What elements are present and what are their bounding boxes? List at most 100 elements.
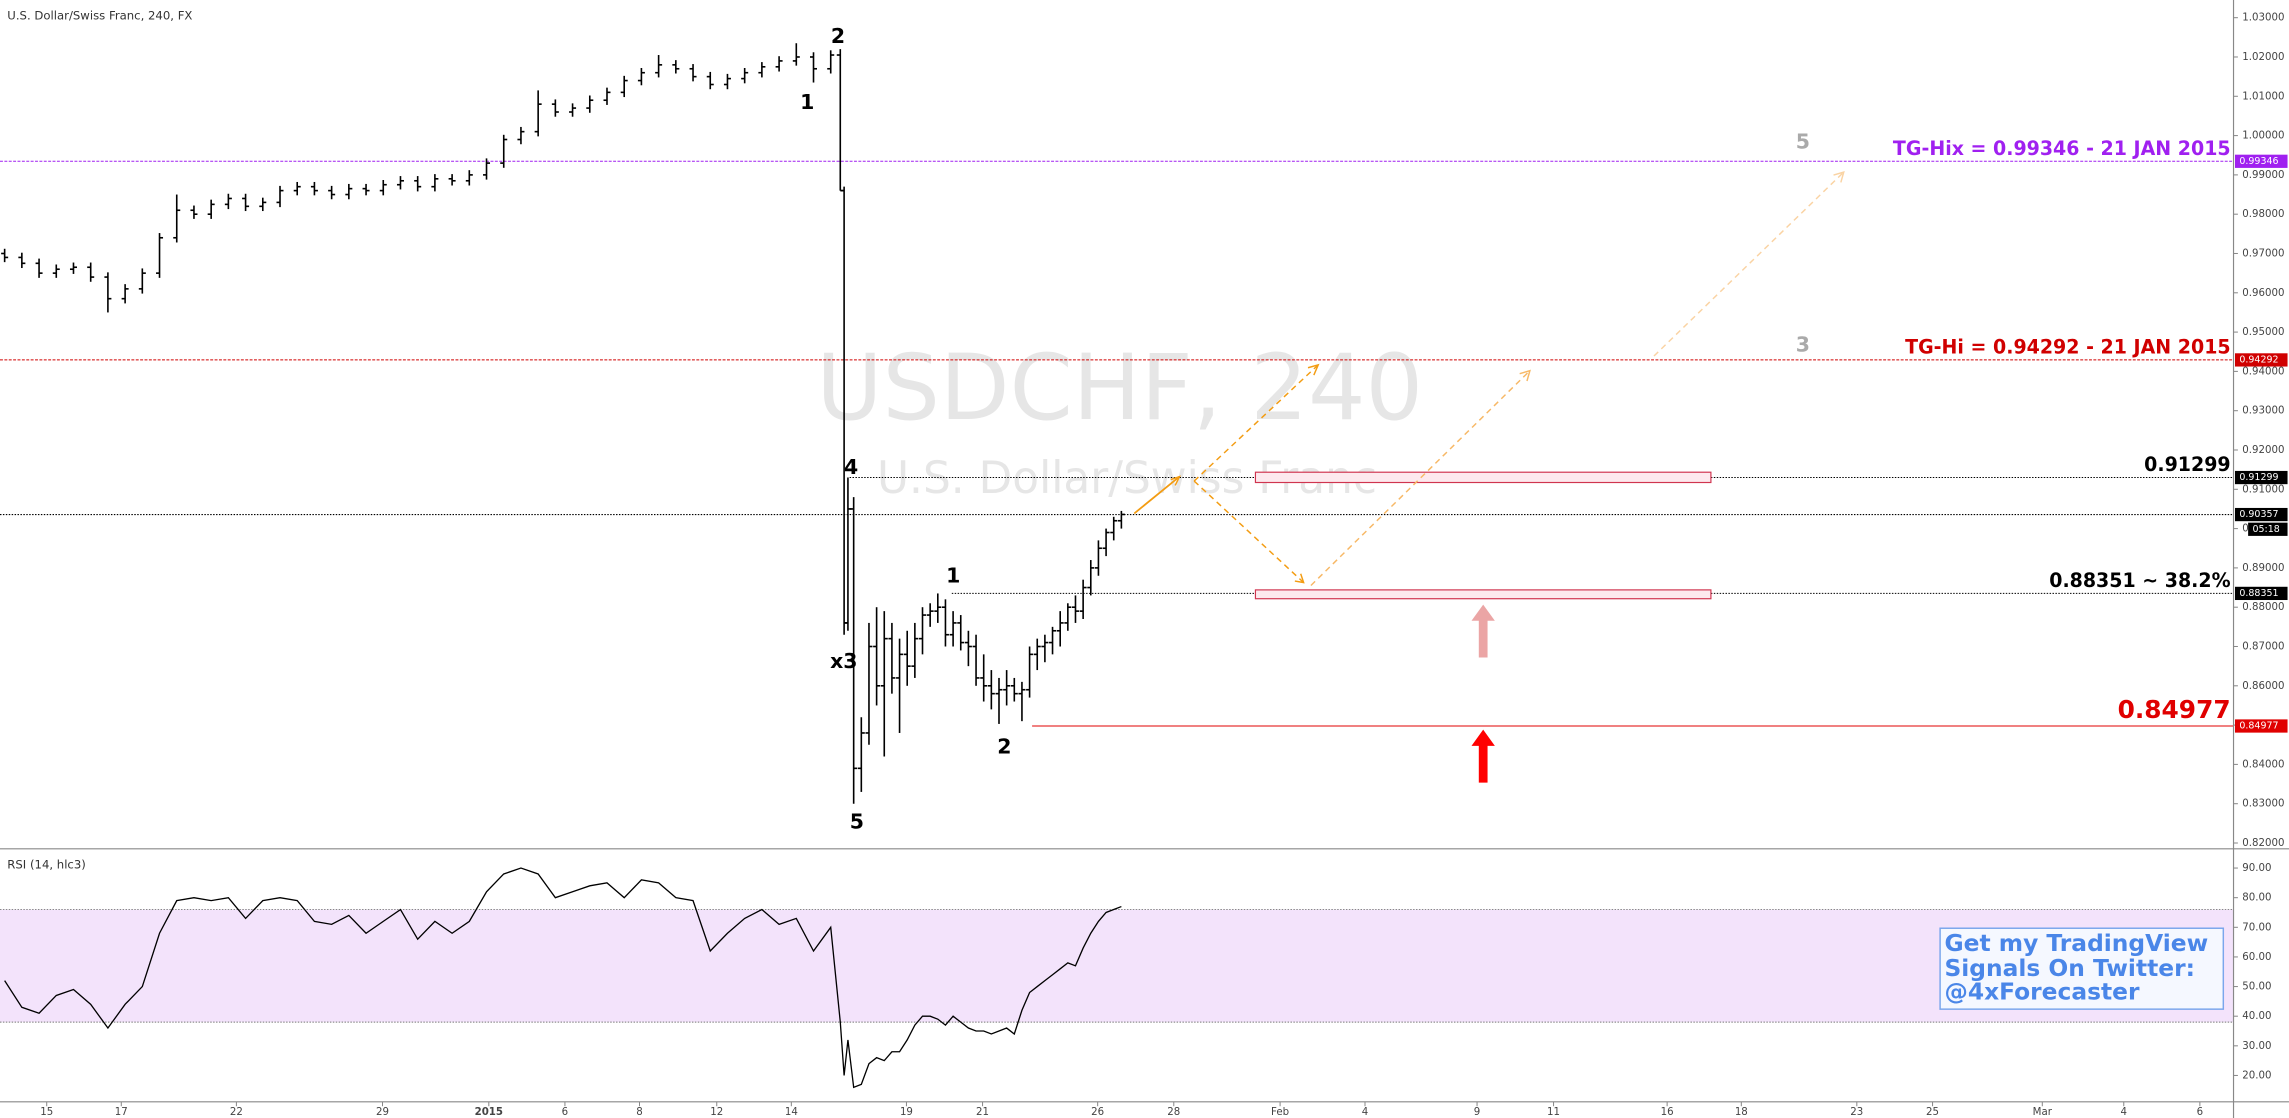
- price-badge-label: 0.94292: [2239, 354, 2278, 365]
- countdown-badge: [2248, 522, 2288, 536]
- projection-arrow: [1193, 364, 1319, 482]
- x-tick-label: Feb: [1271, 1106, 1289, 1118]
- price-badge: [2234, 586, 2288, 601]
- y-tick-label: 1.01000: [2242, 90, 2284, 102]
- y-tick-label: 0.88000: [2242, 601, 2284, 613]
- wave-label: 4: [844, 455, 858, 479]
- x-tick-label: 6: [562, 1106, 569, 1118]
- y-tick-label: 60.00: [2242, 951, 2271, 963]
- wave-label: 2: [831, 24, 845, 48]
- y-tick-label: 0.94000: [2242, 365, 2284, 377]
- x-tick-label: 26: [1091, 1106, 1104, 1118]
- y-tick-label: 0.93000: [2242, 405, 2284, 417]
- x-tick-label: 4: [2121, 1106, 2128, 1118]
- wave-label: 5: [850, 809, 864, 833]
- projection-arrow: [1653, 171, 1845, 357]
- arrow-head: [1519, 369, 1531, 382]
- arrow-head: [1294, 573, 1305, 584]
- projection-arrow: [1193, 480, 1305, 584]
- x-tick-label: 16: [1661, 1106, 1674, 1118]
- level-label: TG-Hi = 0.94292 - 21 JAN 2015: [1905, 336, 2230, 358]
- y-tick-label: 1.00000: [2242, 130, 2284, 142]
- wave-label: 3: [1796, 333, 1810, 357]
- arrow-head: [1170, 475, 1181, 486]
- x-tick-label: 14: [785, 1106, 798, 1118]
- price-badge: [2234, 470, 2288, 485]
- wave-label: 2: [997, 734, 1011, 758]
- price-badge-label: 0.84977: [2239, 720, 2278, 731]
- y-tick-label: 0.86000: [2242, 680, 2284, 692]
- wave-label: x3: [830, 649, 857, 673]
- y-tick-label: 20.00: [2242, 1069, 2271, 1081]
- y-tick-label: 0.82000: [2242, 837, 2284, 849]
- level-label: TG-Hix = 0.99346 - 21 JAN 2015: [1893, 138, 2231, 160]
- x-tick-label: 15: [40, 1106, 53, 1118]
- arrow-head: [1307, 363, 1320, 376]
- promo-line: Signals On Twitter:: [1944, 954, 2194, 982]
- x-tick-label: 25: [1926, 1106, 1939, 1118]
- level-label: 0.91299: [2144, 454, 2230, 476]
- projection-arrow: [1133, 475, 1181, 515]
- y-tick-label: 50.00: [2242, 981, 2271, 993]
- x-tick-label: Mar: [2033, 1106, 2053, 1118]
- y-tick-label: 0.89000: [2242, 562, 2284, 574]
- arrow-head: [1833, 171, 1845, 183]
- y-tick-label: 90.00: [2242, 862, 2271, 874]
- up-arrow: [1471, 604, 1495, 658]
- y-tick-label: 0.98000: [2242, 208, 2284, 220]
- price-badge: [2234, 154, 2288, 168]
- x-tick-label: 28: [1167, 1106, 1180, 1118]
- wave-label: 1: [946, 564, 960, 588]
- price-badge-label: 0.99346: [2239, 156, 2278, 167]
- x-tick-label: 11: [1547, 1106, 1560, 1118]
- promo-line: Get my TradingView: [1944, 929, 2208, 957]
- y-tick-label: 40.00: [2242, 1010, 2271, 1022]
- y-tick-label: 0.83000: [2242, 798, 2284, 810]
- price-badge: [2234, 353, 2288, 367]
- x-tick-label: 4: [1362, 1106, 1369, 1118]
- price-badge-label: 0.91299: [2239, 472, 2278, 483]
- level-label: 0.88351 ~ 38.2%: [2049, 570, 2230, 592]
- price-badge-label: 0.88351: [2239, 588, 2278, 599]
- plot-layer: 0.820000.830000.840000.850000.860000.870…: [0, 12, 2288, 1118]
- rsi-title: RSI (14, hlc3): [7, 857, 86, 871]
- price-badge: [2234, 719, 2288, 733]
- zone-box: [1254, 589, 1712, 600]
- y-tick-label: 0.87000: [2242, 640, 2284, 652]
- y-tick-label: 0.84000: [2242, 758, 2284, 770]
- x-tick-label: 2015: [475, 1106, 503, 1118]
- promo-line: @4xForecaster: [1944, 977, 2139, 1005]
- y-tick-label: 0.95000: [2242, 326, 2284, 338]
- y-tick-label: 1.02000: [2242, 51, 2284, 63]
- y-tick-label: 0.99000: [2242, 169, 2284, 181]
- y-tick-label: 0.96000: [2242, 287, 2284, 299]
- y-tick-label: 1.03000: [2242, 12, 2284, 24]
- x-tick-label: 29: [376, 1106, 389, 1118]
- wave-label: 5: [1796, 130, 1810, 154]
- y-tick-label: 0.92000: [2242, 444, 2284, 456]
- x-tick-label: 6: [2197, 1106, 2204, 1118]
- x-tick-label: 8: [636, 1106, 643, 1118]
- x-tick-label: 17: [115, 1106, 128, 1118]
- y-tick-label: 0.97000: [2242, 247, 2284, 259]
- wave-label: 1: [800, 90, 814, 114]
- zone-box: [1254, 471, 1712, 484]
- level-label: 0.84977: [2118, 695, 2231, 724]
- y-tick-label: 80.00: [2242, 892, 2271, 904]
- x-tick-label: 12: [710, 1106, 723, 1118]
- y-tick-label: 70.00: [2242, 921, 2271, 933]
- x-tick-label: 9: [1474, 1106, 1481, 1118]
- x-tick-label: 23: [1850, 1106, 1863, 1118]
- x-tick-label: 21: [976, 1106, 989, 1118]
- promo-box: [1939, 927, 2225, 1010]
- y-tick-label: 0.91000: [2242, 483, 2284, 495]
- y-tick-label: 30.00: [2242, 1040, 2271, 1052]
- countdown-label: 05:18: [2253, 524, 2280, 535]
- x-tick-label: 19: [900, 1106, 913, 1118]
- price-badge: [2234, 507, 2288, 522]
- price-badge-label: 0.90357: [2239, 509, 2278, 520]
- x-tick-label: 22: [230, 1106, 243, 1118]
- x-tick-label: 18: [1735, 1106, 1748, 1118]
- rsi-band-fill: [0, 909, 2234, 1023]
